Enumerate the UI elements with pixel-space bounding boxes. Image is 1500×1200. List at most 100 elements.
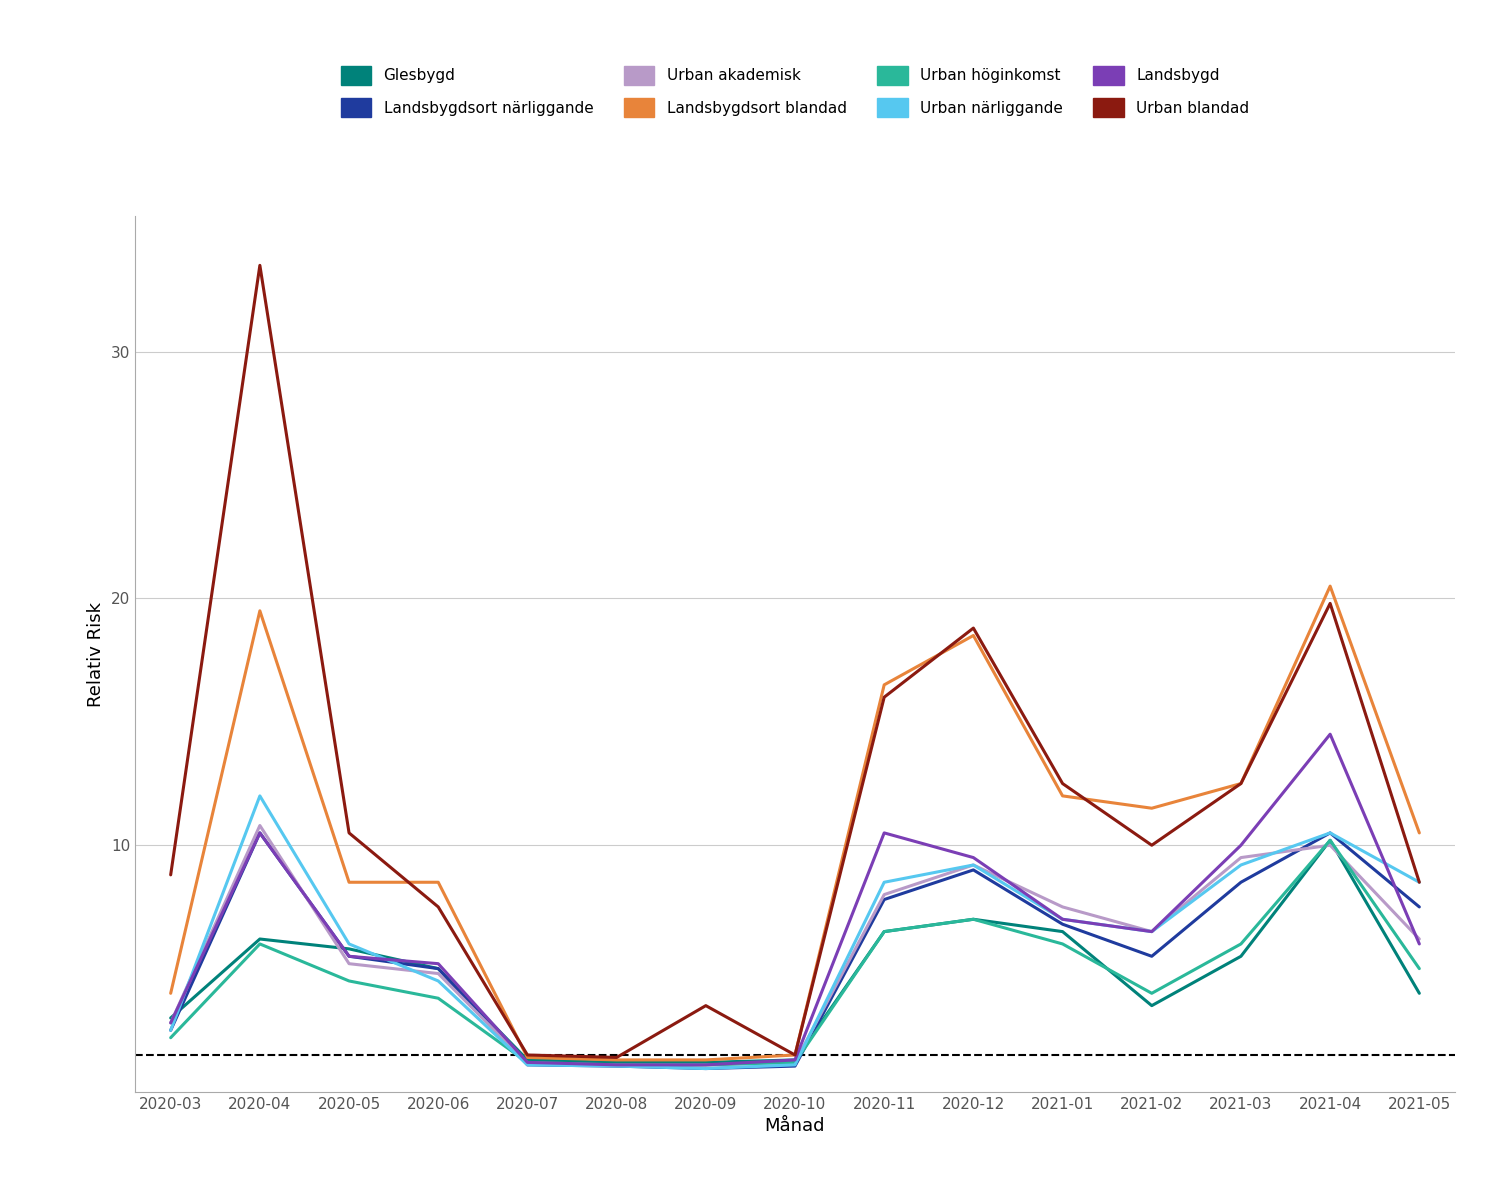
Y-axis label: Relativ Risk: Relativ Risk (87, 601, 105, 707)
Landsbygd (429, 956, 447, 971)
Line: Landsbygdsort närliggande: Landsbygdsort närliggande (171, 833, 1419, 1068)
Urban närliggande (1143, 924, 1161, 938)
Landsbygdsort blandad (519, 1050, 537, 1064)
Glesbygd (1232, 949, 1250, 964)
Urban höginkomst (1322, 833, 1340, 847)
Urban blandad (964, 620, 982, 635)
Urban närliggande (964, 858, 982, 872)
Landsbygdsort närliggande (964, 863, 982, 877)
Line: Landsbygdsort blandad: Landsbygdsort blandad (171, 586, 1419, 1060)
Urban höginkomst (874, 924, 892, 938)
Urban höginkomst (1232, 937, 1250, 952)
Urban närliggande (698, 1061, 715, 1075)
X-axis label: Månad: Månad (765, 1117, 825, 1135)
Glesbygd (340, 942, 358, 956)
Landsbygd (608, 1057, 625, 1072)
Landsbygd (874, 826, 892, 840)
Landsbygd (1410, 937, 1428, 952)
Urban närliggande (162, 1024, 180, 1038)
Urban blandad (874, 690, 892, 704)
Landsbygdsort närliggande (1053, 917, 1071, 931)
Landsbygdsort blandad (251, 604, 268, 618)
Landsbygdsort blandad (1143, 802, 1161, 816)
Urban blandad (698, 998, 715, 1013)
Line: Urban närliggande: Urban närliggande (171, 796, 1419, 1068)
Urban närliggande (519, 1057, 537, 1072)
Glesbygd (251, 932, 268, 947)
Landsbygd (964, 851, 982, 865)
Urban akademisk (1143, 924, 1161, 938)
Urban akademisk (429, 966, 447, 980)
Urban närliggande (608, 1058, 625, 1073)
Urban akademisk (964, 858, 982, 872)
Landsbygdsort blandad (1322, 578, 1340, 593)
Landsbygdsort närliggande (698, 1061, 715, 1075)
Landsbygd (162, 1015, 180, 1030)
Urban blandad (251, 258, 268, 272)
Urban blandad (162, 868, 180, 882)
Landsbygdsort blandad (429, 875, 447, 889)
Landsbygd (251, 826, 268, 840)
Urban akademisk (251, 818, 268, 833)
Urban akademisk (1232, 851, 1250, 865)
Glesbygd (1053, 924, 1071, 938)
Glesbygd (698, 1055, 715, 1069)
Urban höginkomst (1410, 961, 1428, 976)
Line: Urban höginkomst: Urban höginkomst (171, 840, 1419, 1064)
Glesbygd (1143, 998, 1161, 1013)
Landsbygdsort blandad (1410, 826, 1428, 840)
Landsbygd (1322, 727, 1340, 742)
Line: Urban akademisk: Urban akademisk (171, 826, 1419, 1064)
Urban höginkomst (162, 1031, 180, 1045)
Urban närliggande (1410, 875, 1428, 889)
Landsbygdsort blandad (608, 1052, 625, 1067)
Urban akademisk (1410, 932, 1428, 947)
Landsbygd (1143, 924, 1161, 938)
Glesbygd (429, 961, 447, 976)
Landsbygdsort blandad (162, 986, 180, 1001)
Glesbygd (874, 924, 892, 938)
Line: Glesbygd: Glesbygd (171, 840, 1419, 1062)
Line: Landsbygd: Landsbygd (171, 734, 1419, 1064)
Landsbygdsort närliggande (1322, 826, 1340, 840)
Glesbygd (786, 1052, 804, 1067)
Landsbygdsort närliggande (786, 1058, 804, 1073)
Urban blandad (1143, 838, 1161, 852)
Urban blandad (1410, 875, 1428, 889)
Urban närliggande (251, 788, 268, 803)
Urban närliggande (429, 973, 447, 988)
Urban höginkomst (251, 937, 268, 952)
Urban akademisk (874, 887, 892, 901)
Landsbygdsort närliggande (1143, 949, 1161, 964)
Landsbygdsort blandad (964, 629, 982, 643)
Urban akademisk (1322, 838, 1340, 852)
Urban blandad (608, 1050, 625, 1064)
Landsbygdsort närliggande (1232, 875, 1250, 889)
Urban blandad (1232, 776, 1250, 791)
Landsbygd (698, 1057, 715, 1072)
Urban akademisk (1053, 900, 1071, 914)
Glesbygd (162, 1010, 180, 1025)
Urban akademisk (340, 956, 358, 971)
Glesbygd (519, 1052, 537, 1067)
Landsbygdsort blandad (1232, 776, 1250, 791)
Landsbygdsort blandad (698, 1052, 715, 1067)
Urban höginkomst (1143, 986, 1161, 1001)
Glesbygd (964, 912, 982, 926)
Landsbygdsort blandad (874, 678, 892, 692)
Urban höginkomst (608, 1057, 625, 1072)
Urban höginkomst (698, 1057, 715, 1072)
Urban blandad (429, 900, 447, 914)
Landsbygdsort närliggande (608, 1058, 625, 1073)
Urban höginkomst (429, 991, 447, 1006)
Urban närliggande (1232, 858, 1250, 872)
Urban akademisk (162, 1015, 180, 1030)
Urban höginkomst (519, 1055, 537, 1069)
Urban närliggande (786, 1057, 804, 1072)
Glesbygd (1410, 986, 1428, 1001)
Landsbygdsort närliggande (1410, 900, 1428, 914)
Urban blandad (1322, 596, 1340, 611)
Urban höginkomst (786, 1055, 804, 1069)
Urban akademisk (786, 1055, 804, 1069)
Urban akademisk (698, 1057, 715, 1072)
